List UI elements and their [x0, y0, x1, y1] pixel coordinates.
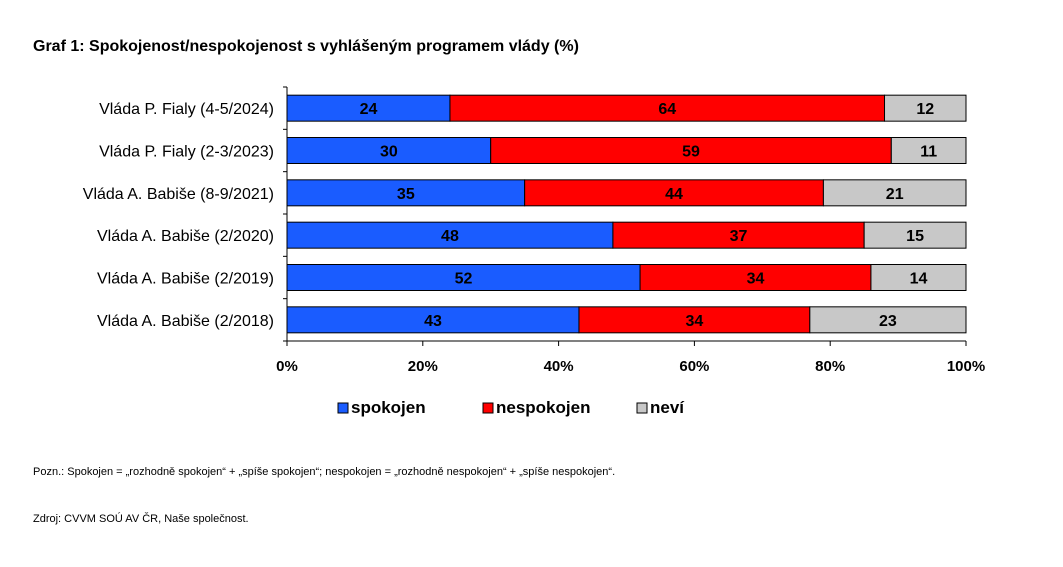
legend-swatch: [636, 402, 648, 414]
data-label: 34: [686, 313, 704, 330]
data-label: 59: [682, 144, 700, 161]
data-label: 21: [886, 186, 904, 203]
bar-segment: [286, 221, 614, 249]
data-label: 34: [747, 271, 765, 288]
data-label: 15: [906, 228, 924, 245]
x-tick-label: 60%: [679, 358, 709, 375]
category-label: Vláda P. Fialy (2-3/2023): [99, 144, 274, 161]
x-tick-label: 40%: [544, 358, 574, 375]
x-tick-label: 20%: [408, 358, 438, 375]
data-label: 43: [424, 313, 442, 330]
bar-segment: [286, 179, 526, 207]
legend-swatch: [337, 402, 349, 414]
bar-segment: [286, 306, 580, 334]
data-label: 64: [658, 101, 676, 118]
legend-label: spokojen: [351, 398, 426, 417]
category-label: Vláda A. Babiše (8-9/2021): [83, 186, 274, 203]
bar-segment: [870, 264, 967, 291]
data-label: 52: [455, 271, 473, 288]
data-label: 14: [910, 271, 928, 288]
bar-segment: [890, 137, 967, 164]
bar-segment: [490, 137, 892, 164]
bar-segment: [286, 137, 492, 164]
category-label: Vláda A. Babiše (2/2019): [97, 271, 274, 288]
data-label: 44: [665, 186, 683, 203]
category-label: Vláda A. Babiše (2/2020): [97, 228, 274, 245]
bar-segment: [809, 306, 967, 334]
data-label: 35: [397, 186, 415, 203]
bar-segment: [863, 221, 967, 249]
category-label: Vláda P. Fialy (4-5/2024): [99, 101, 274, 118]
data-label: 30: [380, 144, 398, 161]
bar-segment: [822, 179, 967, 207]
chart-note: Pozn.: Spokojen = „rozhodně spokojen“ + …: [33, 466, 616, 478]
legend-label: nespokojen: [496, 398, 590, 417]
bar-segment: [286, 264, 641, 291]
category-label: Vláda A. Babiše (2/2018): [97, 313, 274, 330]
chart-source: Zdroj: CVVM SOÚ AV ČR, Naše společnost.: [33, 513, 249, 525]
data-label: 12: [916, 101, 934, 118]
data-label: 23: [879, 313, 897, 330]
legend-swatch: [482, 402, 494, 414]
bar-segment: [578, 306, 811, 334]
data-label: 48: [441, 228, 459, 245]
data-label: 11: [920, 144, 937, 161]
data-label: 37: [730, 228, 748, 245]
bar-segment: [884, 94, 967, 122]
legend-label: neví: [650, 398, 685, 417]
chart-title: Graf 1: Spokojenost/nespokojenost s vyhl…: [33, 38, 579, 55]
stacked-bar-chart: 0% 20% 40% 60% 80% 100% Vláda P. Fialy (4-5/20…: [83, 86, 985, 417]
bar-segment: [612, 221, 865, 249]
data-label: 24: [360, 101, 378, 118]
bar-segment: [639, 264, 872, 291]
x-tick-label: 80%: [815, 358, 845, 375]
x-tick-label: 100%: [947, 358, 985, 375]
x-tick-label: 0%: [276, 358, 298, 375]
